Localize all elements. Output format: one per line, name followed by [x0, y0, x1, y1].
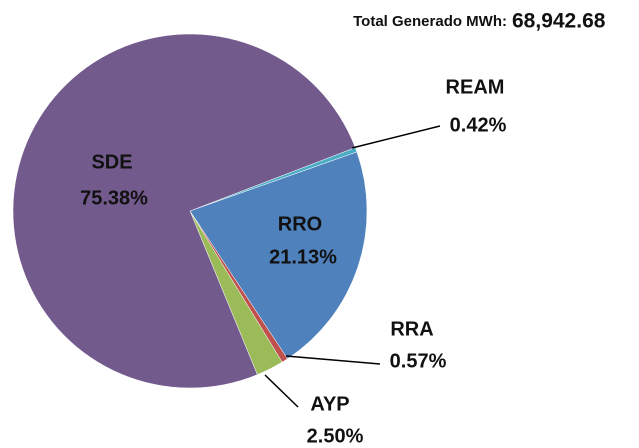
pie-slice — [189, 151, 368, 360]
leader-line — [351, 125, 441, 149]
slice-name: RRO — [278, 213, 322, 235]
leader-line — [285, 355, 381, 365]
leader-line — [264, 374, 299, 408]
slice-name: AYP — [310, 393, 349, 415]
slice-percent: 0.57% — [390, 350, 447, 372]
total-value: 68,942.68 — [512, 10, 606, 33]
slice-percent: 75.38% — [80, 187, 148, 209]
chart-title: Total Generado MWh: — [353, 13, 507, 30]
slice-name: RRA — [390, 318, 433, 340]
slice-percent: 2.50% — [307, 425, 364, 447]
pie-slice — [12, 33, 356, 389]
slice-percent: 21.13% — [269, 246, 337, 268]
slice-percent: 0.42% — [450, 114, 507, 136]
slice-name: REAM — [446, 76, 505, 98]
slice-name: SDE — [91, 151, 132, 173]
